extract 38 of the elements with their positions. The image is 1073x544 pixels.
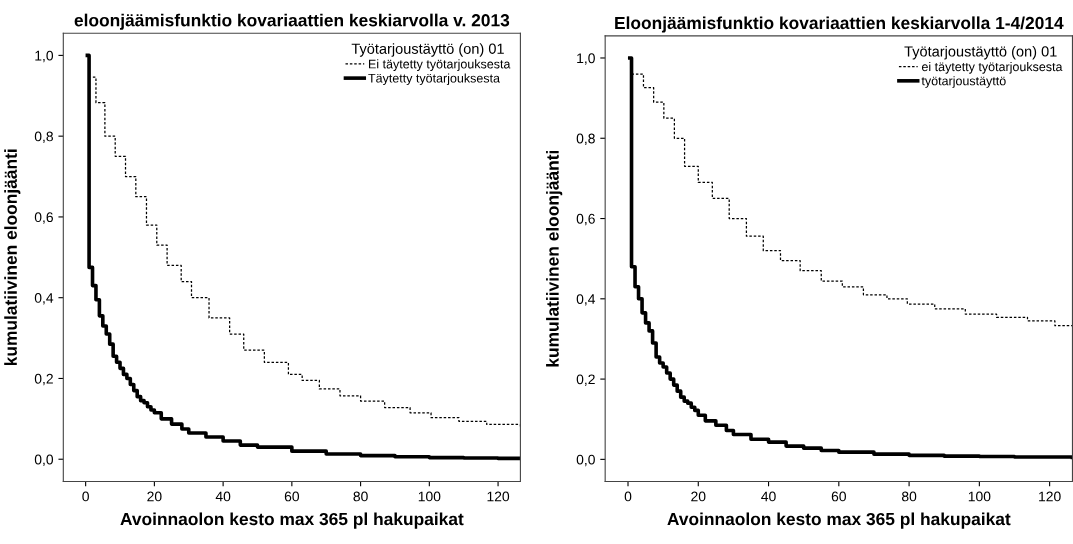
y-tick-label: 0,4 <box>34 293 54 305</box>
x-tick-label: 60 <box>284 491 300 502</box>
x-tick-label: 0 <box>82 491 89 502</box>
y-tick-label: 0,4 <box>576 294 596 306</box>
legend-title: Työtarjoustäyttö (on) 01 <box>351 43 504 57</box>
legend-title: Työtarjoustäyttö (on) 01 <box>904 45 1057 60</box>
x-tick-label: 120 <box>1039 491 1061 502</box>
y-tick-label: 0,6 <box>576 213 595 226</box>
x-tick-label: 100 <box>968 491 991 502</box>
x-tick-label: 80 <box>353 491 368 502</box>
legend-label: Ei täytetty työtarjouksesta <box>369 59 511 71</box>
x-tick-label: 60 <box>831 491 846 502</box>
y-tick-label: 0,2 <box>34 373 53 386</box>
y-tick-label: 0,0 <box>576 454 595 467</box>
x-tick-label: 120 <box>487 491 510 502</box>
legend-label: Täytetty työtarjouksesta <box>368 73 500 86</box>
y-axis-title: kumulatiivinen eloonjäänti <box>4 149 21 366</box>
y-tick-label: 0,2 <box>576 374 595 386</box>
y-tick-label: 0,0 <box>34 454 54 467</box>
legend-label: ei täytetty työtarjouksesta <box>921 62 1063 74</box>
x-axis-title: Avoinnaolon kesto max 365 pl hakupaikat <box>667 512 1011 529</box>
x-tick-label: 0 <box>624 491 632 502</box>
y-tick-label: 1,0 <box>577 53 595 65</box>
chart-title: Eloonjäämisfunktio kovariaattien keskiarvolla 1-4/2014 <box>615 16 1064 33</box>
x-tick-label: 80 <box>901 491 917 502</box>
y-tick-label: 0,8 <box>34 131 53 143</box>
y-tick-label: 1,0 <box>35 50 54 63</box>
x-tick-label: 100 <box>418 491 441 502</box>
legend-label: työtarjoustäyttö <box>921 76 1006 88</box>
x-tick-label: 20 <box>691 491 706 502</box>
y-tick-label: 0,8 <box>576 133 595 146</box>
chart-title: eloonjäämisfunktio kovariaattien keskiarvolla v. 2013 <box>74 13 510 30</box>
x-tick-label: 40 <box>761 491 776 502</box>
x-tick-label: 40 <box>215 491 231 502</box>
x-axis-title: Avoinnaolon kesto max 365 pl hakupaikat <box>120 512 464 529</box>
y-tick-label: 0,6 <box>34 212 53 224</box>
x-tick-label: 20 <box>147 491 162 502</box>
y-axis-title: kumulatiivinen eloonjäänti <box>546 150 563 367</box>
